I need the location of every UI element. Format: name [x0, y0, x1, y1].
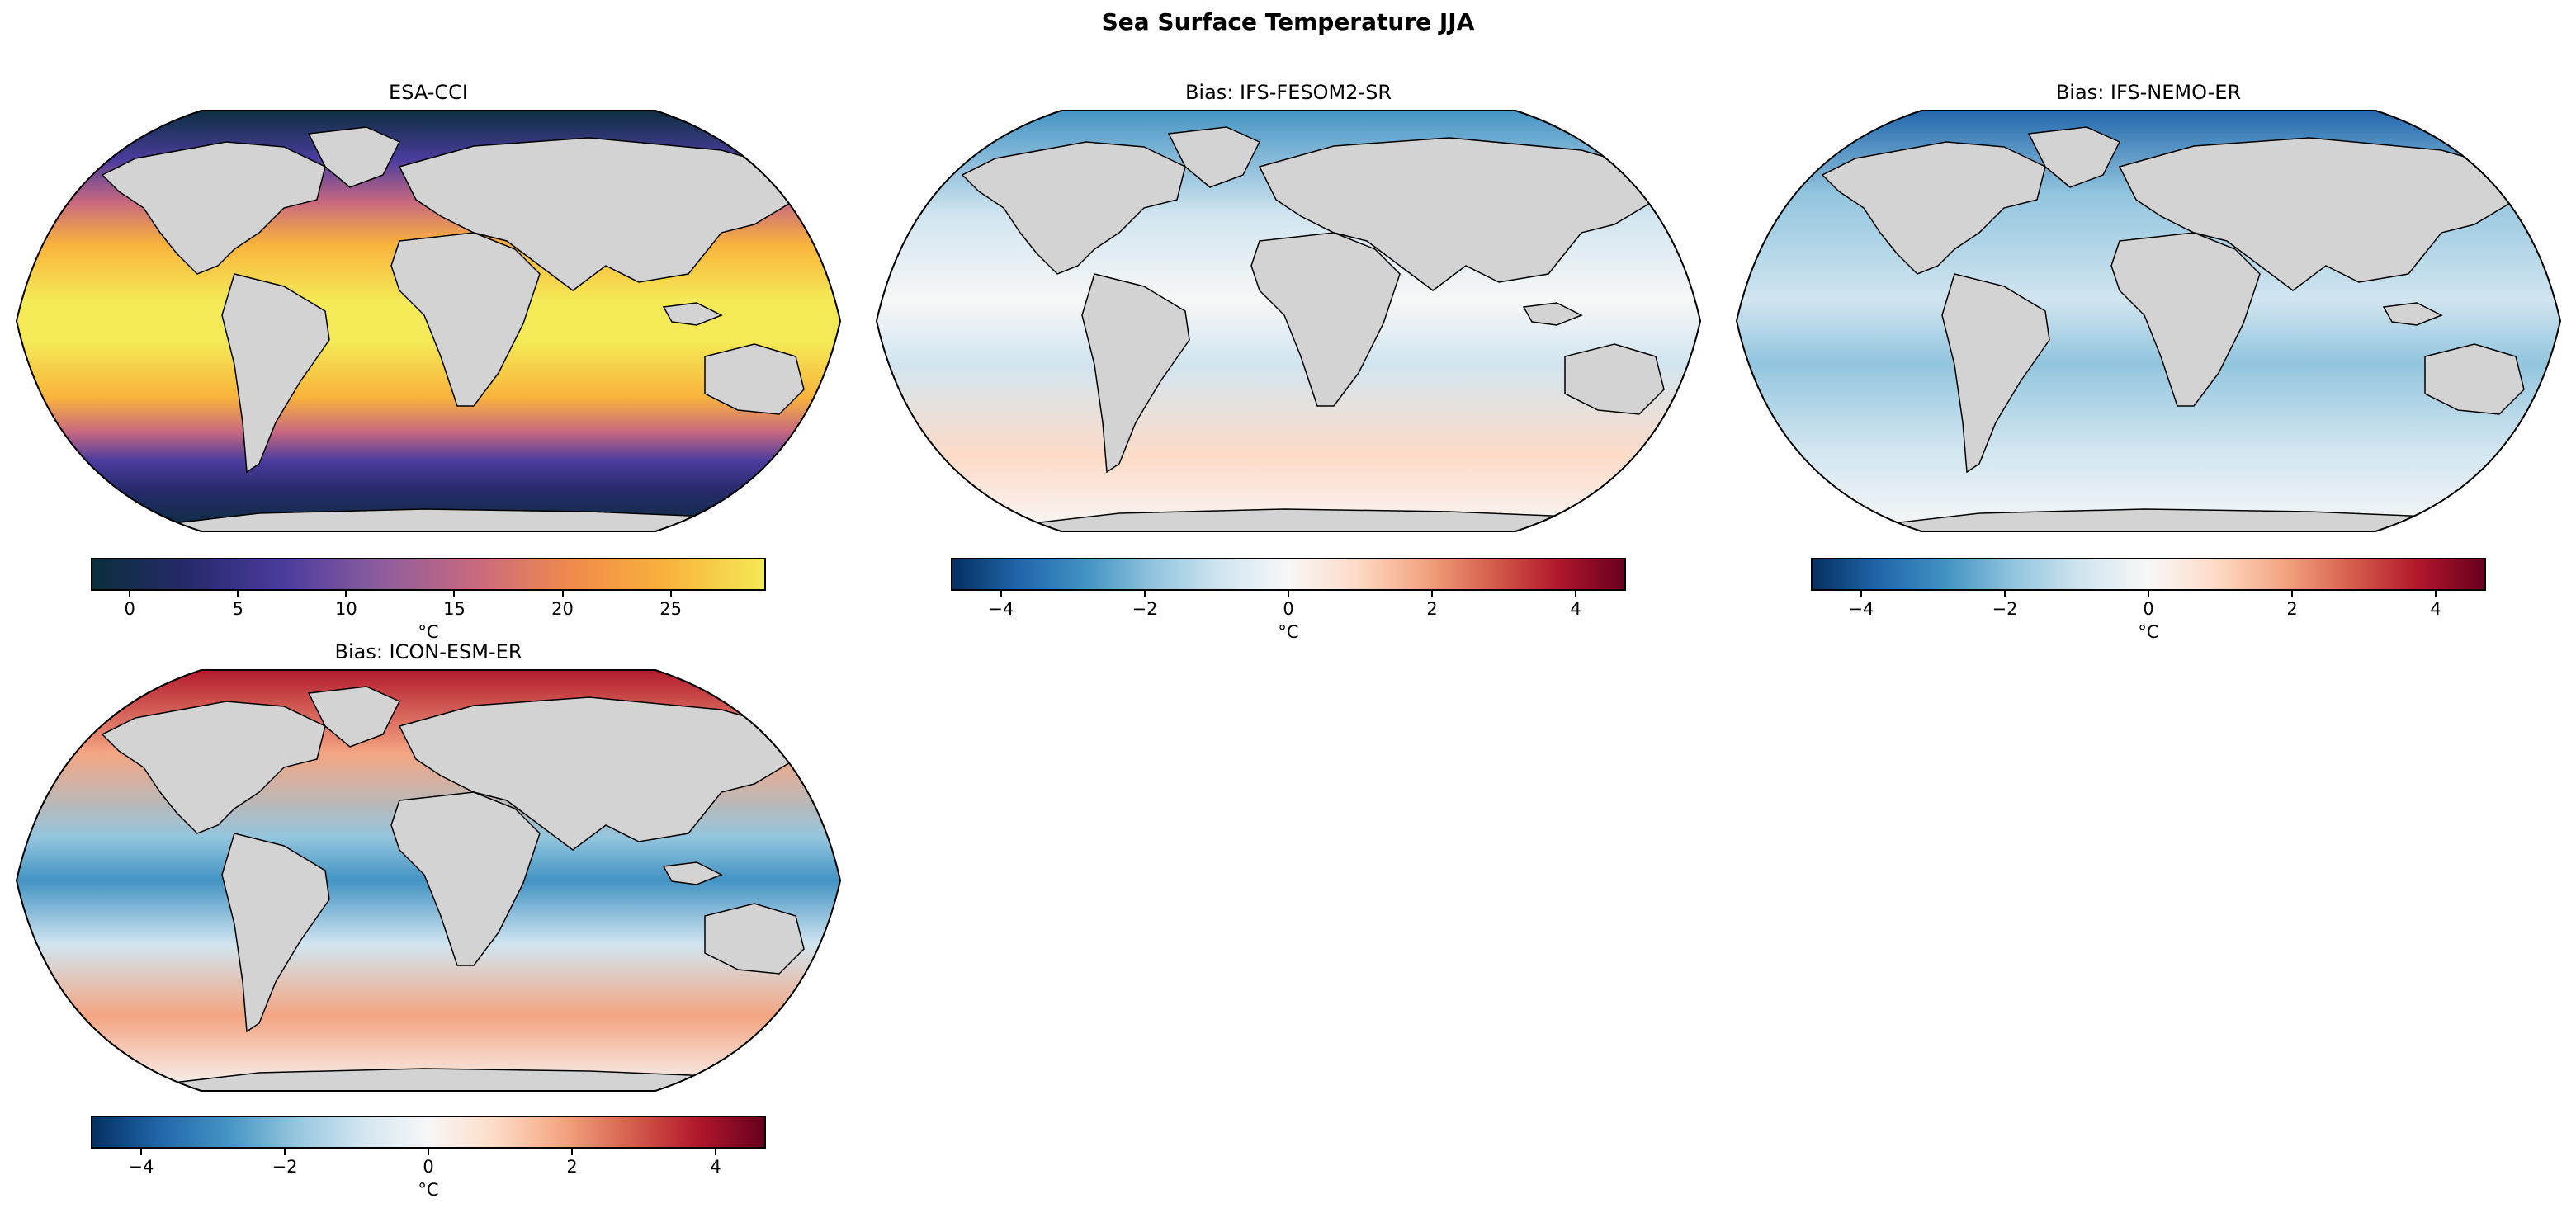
land-mass — [135, 508, 772, 531]
colorbar-tick-label: 4 — [710, 1157, 721, 1177]
colorbar-tickmark — [1860, 591, 1862, 597]
map-boundary — [875, 110, 1702, 532]
colorbar-unit-ifs-fesom2-sr: °C — [1278, 622, 1299, 642]
bias-map-ifs-nemo-er — [1735, 110, 2562, 532]
land-mass — [662, 302, 723, 326]
colorbar-tickmark — [1288, 591, 1289, 597]
panel-title-ifs-nemo-er: Bias: IFS-NEMO-ER — [2055, 81, 2242, 104]
land-mass — [390, 232, 541, 407]
colorbar-tickmark — [2003, 591, 2006, 597]
colorbar-tick-label: −2 — [1132, 599, 1158, 619]
colorbar-tickmark — [1143, 591, 1146, 597]
colorbar-unit-ifs-nemo-er: °C — [2138, 622, 2159, 642]
land-mass — [2027, 126, 2121, 188]
colorbar-tickmark — [715, 1149, 717, 1155]
colorbar-tickmark — [283, 1149, 286, 1155]
colorbar-tick-label: 0 — [2143, 599, 2154, 619]
colorbar-tick-label: 5 — [232, 599, 243, 619]
land-mass — [101, 701, 326, 834]
colorbar-tickmark — [2435, 591, 2437, 597]
map-boundary — [15, 669, 842, 1092]
colorbar-tick-label: 4 — [1570, 599, 1581, 619]
figure-title: Sea Surface Temperature JJA — [1101, 8, 1475, 35]
colorbar-tickmark — [561, 591, 564, 597]
land-mass — [704, 343, 805, 415]
colorbar-ticks-ifs-fesom2-sr: −4 −2 0 2 4 — [951, 591, 1626, 624]
colorbar-icon-esm-er — [91, 1116, 766, 1149]
colorbar-tickmark — [1431, 591, 1434, 597]
colorbar-ifs-fesom2-sr — [951, 558, 1626, 591]
land-mass — [662, 861, 723, 885]
colorbar-tickmark — [669, 591, 672, 597]
land-mass — [2382, 302, 2443, 326]
land-mass — [398, 137, 796, 291]
land-mass — [1941, 273, 2050, 474]
land-mass — [995, 508, 1632, 531]
colorbar-tick-label: 25 — [659, 599, 683, 619]
map-boundary — [1735, 110, 2562, 532]
panel-title-ifs-fesom2-sr: Bias: IFS-FESOM2-SR — [1184, 81, 1392, 104]
land-mass — [1522, 302, 1583, 326]
land-mass — [307, 686, 401, 748]
colorbar-tick-label: 20 — [551, 599, 574, 619]
bias-map-icon-esm-er — [15, 669, 842, 1092]
land-mass — [2110, 232, 2261, 407]
land-mass — [1081, 273, 1190, 474]
land-mass — [135, 1068, 772, 1091]
colorbar-ticks-ifs-nemo-er: −4 −2 0 2 4 — [1811, 591, 2486, 624]
colorbar-ticks-icon-esm-er: −4 −2 0 2 4 — [91, 1149, 766, 1182]
land-mass — [390, 791, 541, 966]
land-mass — [1258, 137, 1657, 291]
colorbar-tick-label: 0 — [124, 599, 135, 619]
colorbar-tickmark — [129, 591, 131, 597]
panel-title-esa-cci: ESA-CCI — [389, 81, 468, 104]
land-mass — [221, 273, 330, 474]
colorbar-tickmark — [1000, 591, 1002, 597]
land-mass — [1821, 141, 2046, 275]
colorbar-tickmark — [453, 591, 456, 597]
colorbar-tick-label: 15 — [443, 599, 466, 619]
colorbar-tick-label: 2 — [1426, 599, 1438, 619]
colorbar-tick-label: 2 — [566, 1157, 578, 1177]
land-mass — [307, 126, 401, 188]
bias-map-ifs-fesom2-sr — [875, 110, 1702, 532]
colorbar-ifs-nemo-er — [1811, 558, 2486, 591]
colorbar-unit-icon-esm-er: °C — [418, 1180, 439, 1200]
colorbar-tick-label: 10 — [334, 599, 357, 619]
panel-title-icon-esm-er: Bias: ICON-ESM-ER — [334, 640, 522, 663]
colorbar-tickmark — [2148, 591, 2149, 597]
land-mass — [2118, 137, 2517, 291]
colorbar-tickmark — [571, 1149, 574, 1155]
land-mass — [221, 833, 330, 1033]
colorbar-tickmark — [428, 1149, 429, 1155]
land-mass — [1250, 232, 1401, 407]
land-mass — [398, 696, 796, 851]
colorbar-tickmark — [139, 1149, 142, 1155]
colorbar-tick-label: −4 — [988, 599, 1014, 619]
land-mass — [2424, 343, 2525, 415]
colorbar-tick-label: 0 — [1283, 599, 1294, 619]
land-mass — [1564, 343, 1665, 415]
colorbar-tick-label: −4 — [128, 1157, 154, 1177]
colorbar-tickmark — [237, 591, 239, 597]
colorbar-tickmark — [345, 591, 347, 597]
land-mass — [101, 141, 326, 275]
colorbar-tickmark — [2291, 591, 2294, 597]
land-mass — [1167, 126, 1261, 188]
colorbar-unit-esa-cci: °C — [418, 622, 439, 642]
land-mass — [704, 903, 805, 975]
sst-map-esa-cci — [15, 110, 842, 532]
colorbar-tick-label: −2 — [272, 1157, 298, 1177]
colorbar-tick-label: −4 — [1848, 599, 1874, 619]
land-mass — [1855, 508, 2492, 531]
colorbar-tick-label: 4 — [2430, 599, 2441, 619]
colorbar-esa-cci — [91, 558, 766, 591]
land-mass — [961, 141, 1186, 275]
colorbar-tick-label: −2 — [1992, 599, 2018, 619]
colorbar-tick-label: 0 — [423, 1157, 434, 1177]
map-boundary — [15, 110, 842, 532]
colorbar-tick-label: 2 — [2286, 599, 2298, 619]
colorbar-tickmark — [1575, 591, 1577, 597]
colorbar-ticks-esa-cci: 0 5 10 15 20 25 — [91, 591, 766, 624]
